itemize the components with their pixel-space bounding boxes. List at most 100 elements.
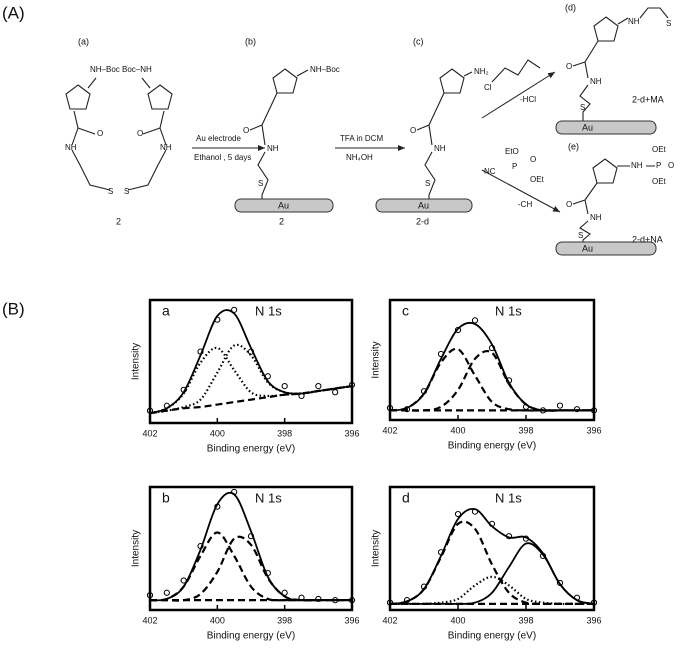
plot-frame: [148, 485, 354, 612]
step-label: (d): [565, 2, 576, 12]
chart-title: N 1s: [495, 303, 522, 318]
compound-label: 2: [279, 216, 284, 226]
fit-curve: [149, 385, 353, 415]
atom: P: [656, 161, 661, 170]
structure-e: NH P O OEt OEt O NH S Au 2-d+NA: [555, 145, 674, 256]
step-label: (a): [78, 36, 89, 46]
x-tick-label: 398: [277, 428, 292, 438]
structure-b: NH–Boc O NH S Au 2: [234, 65, 340, 226]
atom: O: [530, 155, 536, 164]
panel-label: (B): [2, 299, 25, 318]
structure-d: NH S O NH S Au 2-d+MA: [555, 7, 671, 135]
atom: S: [258, 179, 263, 188]
fit-curve: [390, 542, 595, 605]
chart-title: N 1s: [495, 490, 522, 505]
atom: O: [668, 161, 674, 170]
fit-curve: [390, 349, 594, 412]
atom: S: [578, 231, 583, 240]
atom: NH: [590, 213, 602, 222]
panel-letter: c: [402, 303, 409, 319]
data-point: [332, 389, 339, 396]
atom: S: [124, 187, 129, 196]
atom: NH: [434, 144, 446, 153]
panel-letter: d: [402, 490, 410, 506]
xps-chart: c N 1s Binding energy (eV) Intensity 402 400 3…: [371, 298, 602, 452]
x-tick-label: 402: [382, 615, 397, 625]
atom: NC: [484, 167, 496, 176]
atom: NH: [628, 17, 640, 26]
atom: S: [666, 19, 671, 28]
reagent: Au electrode: [196, 134, 241, 143]
x-tick-label: 400: [210, 615, 225, 625]
atom: NH: [65, 143, 77, 152]
y-axis-label: Intensity: [131, 343, 142, 380]
data-point: [315, 595, 322, 603]
xps-chart: b N 1s Binding energy (eV) Intensity 402 400 3…: [131, 485, 360, 642]
x-tick-label: 396: [344, 615, 359, 625]
atom: OEt: [652, 177, 667, 186]
reagent: -HCl: [520, 95, 536, 104]
x-axis-label: Binding energy (eV): [448, 441, 536, 452]
reagent: NH₄OH: [346, 153, 373, 162]
atom: O: [137, 129, 143, 138]
atom: OEt: [530, 175, 545, 184]
atom: S: [108, 187, 113, 196]
structure-a: NH–Boc Boc–NH O O NH NH S S 2: [65, 65, 173, 226]
atom: S: [580, 103, 585, 112]
fit-curve: [149, 346, 353, 415]
y-axis-label: Intensity: [131, 530, 142, 567]
x-tick-label: 396: [586, 425, 601, 435]
xps-chart: d N 1s Binding energy (eV) Intensity 402 400 3…: [371, 485, 602, 642]
data-point: [454, 510, 462, 518]
atom: EtO: [505, 147, 519, 156]
reagent: TFA in DCM: [340, 134, 383, 143]
atom: NH₂: [474, 67, 489, 76]
panel-letter: a: [162, 303, 170, 319]
compound-label: 2-d: [416, 216, 429, 226]
substrate: Au: [278, 200, 289, 210]
plot-frame: [388, 485, 596, 612]
fit-curve: [390, 575, 594, 606]
reaction-scheme: (A) (a) (b) (c) (d) (e) NH–Boc Boc–NH O …: [2, 2, 674, 256]
data-point: [471, 317, 479, 324]
atom: Cl: [484, 83, 492, 92]
y-axis-label: Intensity: [371, 341, 382, 378]
substrate: Au: [582, 243, 593, 253]
atom: NH: [267, 144, 279, 153]
step-label: (b): [245, 36, 256, 46]
chart-title: N 1s: [255, 303, 282, 318]
x-tick-label: 402: [142, 615, 157, 625]
atom: O: [566, 62, 572, 71]
x-tick-label: 398: [518, 425, 533, 435]
atom: O: [410, 126, 416, 135]
data-point: [556, 402, 564, 409]
atom: NH–Boc: [310, 65, 340, 74]
fit-curve: [149, 309, 353, 415]
plot-frame: [388, 298, 596, 422]
x-axis-label: Binding energy (eV): [207, 631, 295, 642]
x-tick-label: 400: [450, 425, 465, 435]
atom: O: [566, 200, 572, 209]
step-label: (c): [413, 36, 424, 46]
atom: O: [243, 126, 249, 135]
chart-title: N 1s: [255, 490, 282, 505]
atom: Boc–NH: [122, 65, 152, 74]
plot-frame: [148, 298, 354, 425]
x-tick-label: 396: [586, 615, 601, 625]
x-axis-label: Binding energy (eV): [207, 444, 295, 455]
atom: O: [97, 129, 103, 138]
x-tick-label: 400: [450, 615, 465, 625]
data-point: [315, 383, 322, 390]
fit-curve: [149, 531, 352, 602]
compound-label: 2-d+NA: [632, 234, 663, 244]
x-tick-label: 402: [382, 425, 397, 435]
data-point: [454, 326, 462, 334]
fit-curve: [149, 343, 353, 415]
reagent: Ethanol , 5 days: [194, 153, 251, 162]
structure-c: NH₂ O NH S Au 2-d: [375, 67, 489, 226]
data-point: [281, 383, 288, 390]
atom: NH–Boc: [90, 65, 120, 74]
panel-label: (A): [2, 3, 25, 22]
